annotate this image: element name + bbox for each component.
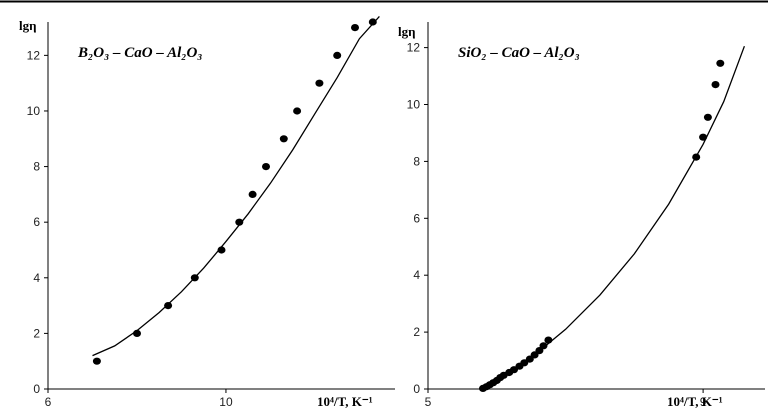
x-tick-label: 9	[700, 395, 707, 409]
data-point	[293, 107, 302, 115]
y-axis-label: lgη	[398, 24, 416, 39]
y-tick-label: 8	[413, 154, 420, 168]
data-point	[368, 18, 377, 26]
y-tick-label: 6	[33, 215, 40, 229]
y-tick-label: 0	[413, 382, 420, 396]
data-point	[315, 79, 324, 87]
y-tick-label: 6	[413, 211, 420, 225]
data-point	[703, 113, 712, 121]
data-point	[164, 302, 173, 310]
y-ticks: 0 2 4 6 8 10 12	[407, 41, 428, 396]
data-point	[692, 153, 701, 161]
y-ticks: 0 2 4 6 8 10 12	[27, 48, 48, 396]
x-tick-label: 10	[219, 395, 233, 409]
y-tick-label: 12	[407, 41, 421, 55]
y-axis-label: lgη	[19, 18, 37, 33]
x-ticks: 6 10	[45, 389, 233, 409]
y-tick-label: 10	[407, 98, 421, 112]
chart-title: B₂O₃ – CaO – Al₂O₃	[77, 45, 203, 61]
data-point	[539, 342, 548, 350]
y-tick-label: 4	[33, 271, 40, 285]
y-tick-label: 10	[27, 104, 41, 118]
data-point	[333, 51, 342, 60]
data-point	[235, 218, 244, 226]
x-axis-label: 10⁴/T, K⁻¹	[317, 394, 373, 409]
data-point	[716, 59, 725, 67]
y-tick-label: 2	[33, 326, 40, 340]
y-tick-label: 2	[413, 325, 420, 339]
y-tick-label: 12	[27, 48, 41, 62]
y-tick-label: 0	[33, 382, 40, 396]
x-tick-label: 6	[45, 395, 52, 409]
chart-panel-left: 0 2 4 6 8 10 12 6 10 lgη 10⁴/T, K⁻¹ B₂O₃ – CaO …	[19, 15, 395, 409]
data-point	[92, 357, 101, 365]
data-points	[92, 18, 377, 365]
fit-curve	[479, 45, 746, 390]
data-point	[248, 190, 257, 198]
fit-curve	[92, 15, 380, 357]
data-point	[711, 81, 720, 89]
chart-title: SiO₂ – CaO – Al₂O₃	[458, 45, 580, 61]
y-tick-label: 4	[413, 268, 420, 282]
data-point	[699, 133, 708, 141]
data-point	[190, 274, 199, 282]
x-tick-label: 5	[425, 395, 432, 409]
x-axis-label: 10⁴/T, K⁻¹	[667, 394, 723, 409]
data-point	[544, 336, 553, 344]
data-point	[262, 163, 270, 171]
data-point	[217, 246, 226, 254]
data-points	[479, 59, 725, 392]
y-tick-label: 8	[33, 160, 40, 174]
data-point	[520, 359, 529, 367]
data-point	[279, 135, 288, 143]
data-point	[351, 24, 359, 32]
data-point	[133, 329, 141, 337]
